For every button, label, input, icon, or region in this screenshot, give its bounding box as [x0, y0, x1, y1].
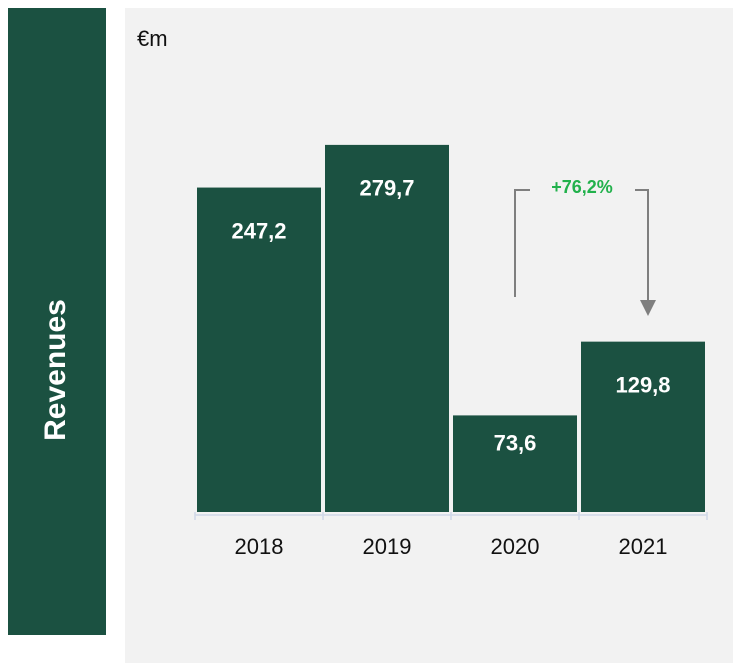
arrow-head	[640, 300, 656, 316]
x-tick-label: 2018	[235, 534, 284, 559]
bar	[325, 144, 449, 513]
value-label: 279,7	[359, 176, 414, 201]
annotation: +76,2%	[551, 177, 613, 197]
bar	[581, 341, 705, 512]
annotation-bracket	[514, 189, 649, 302]
value-label: 129,8	[615, 372, 670, 397]
value-label: 73,6	[494, 430, 537, 455]
x-tick-label: 2020	[491, 534, 540, 559]
value-label: 247,2	[231, 218, 286, 243]
unit-label: €m	[137, 26, 168, 51]
x-tick-label: 2021	[619, 534, 668, 559]
bar	[453, 415, 577, 512]
chart-title: Revenues	[39, 299, 72, 441]
bracket-right	[635, 189, 649, 302]
bar	[197, 187, 321, 513]
side-banner	[8, 8, 106, 635]
x-tick-label: 2019	[363, 534, 412, 559]
bracket-left	[514, 189, 530, 297]
